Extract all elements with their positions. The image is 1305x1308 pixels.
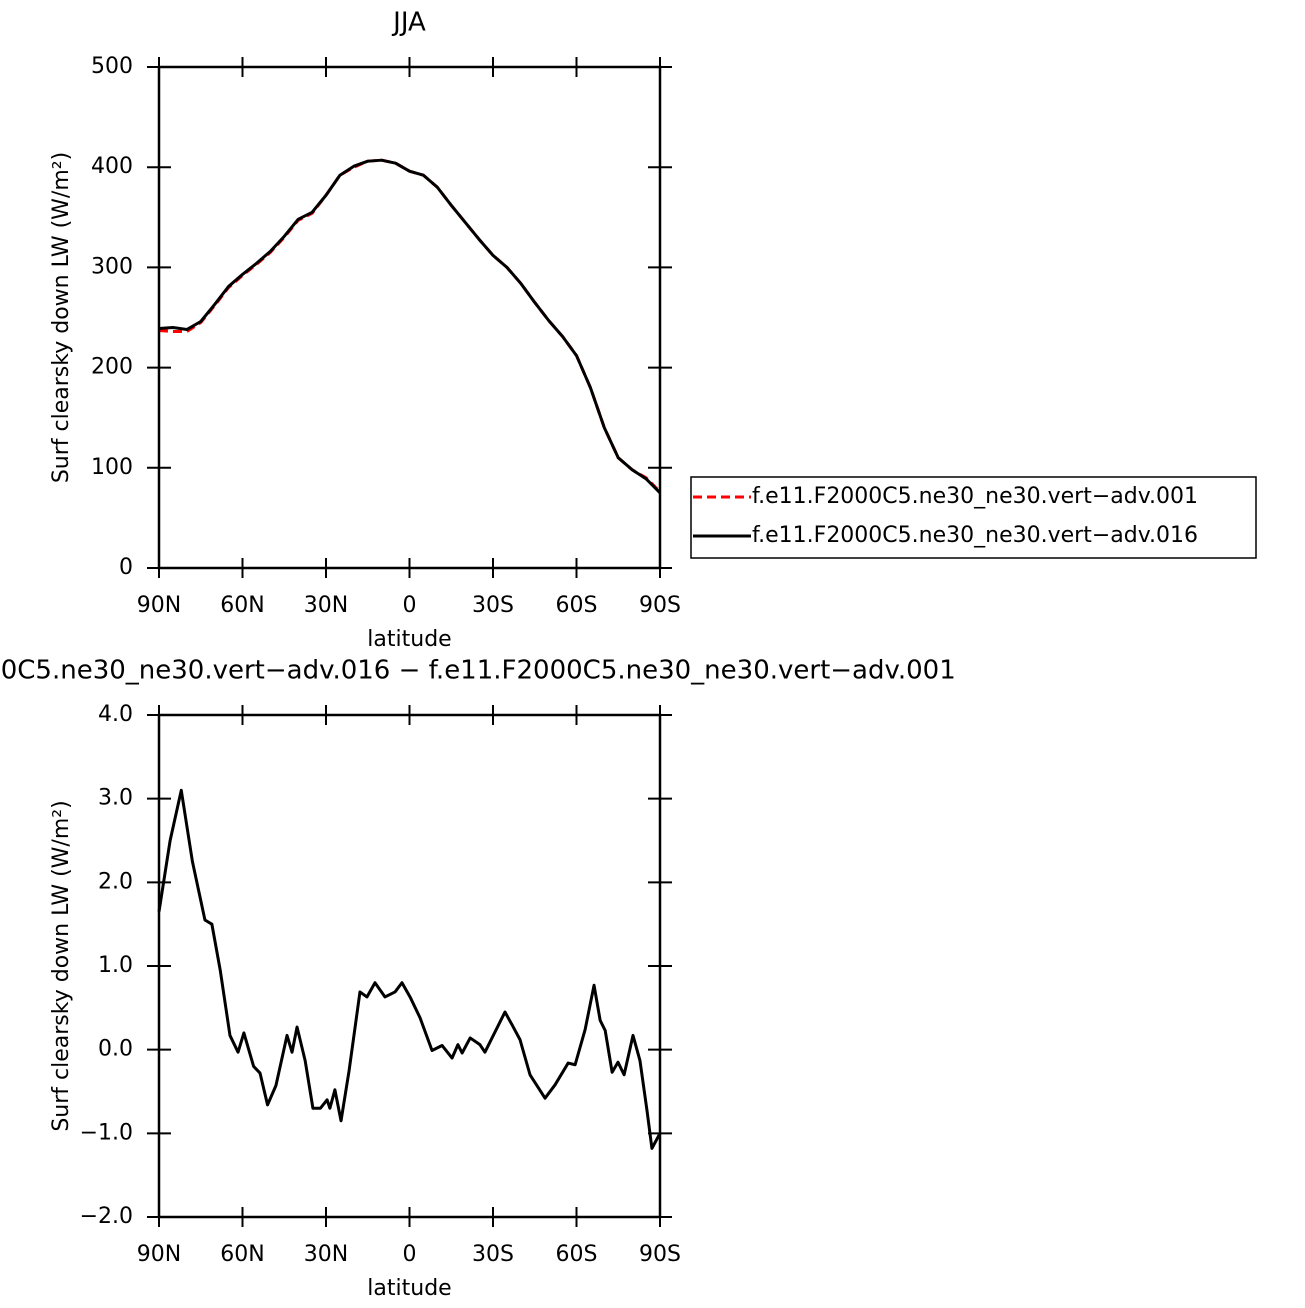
y-tick-label: 1.0 xyxy=(98,953,133,978)
y-tick-label: 0 xyxy=(119,555,133,580)
x-axis-label: latitude xyxy=(367,627,451,652)
data-line xyxy=(158,158,662,493)
x-axis-label: latitude xyxy=(367,1276,451,1301)
x-tick-label: 60N xyxy=(220,1242,264,1267)
x-tick-label: 60S xyxy=(556,593,598,618)
x-tick-label: 30S xyxy=(472,1242,514,1267)
x-tick-label: 30S xyxy=(472,593,514,618)
data-line xyxy=(158,158,662,494)
y-tick-label: −2.0 xyxy=(80,1204,133,1229)
y-tick-label: 500 xyxy=(91,54,133,79)
x-tick-label: 90N xyxy=(137,1242,181,1267)
x-tick-label: 30N xyxy=(304,593,348,618)
x-tick-label: 0 xyxy=(403,1242,417,1267)
y-tick-label: 3.0 xyxy=(98,786,133,811)
y-tick-label: 300 xyxy=(91,254,133,279)
x-tick-label: 0 xyxy=(403,593,417,618)
y-tick-label: 0.0 xyxy=(98,1037,133,1062)
chart-title: JJA xyxy=(391,8,426,38)
y-tick-label: 200 xyxy=(91,355,133,380)
x-tick-label: 60N xyxy=(220,593,264,618)
legend-label: f.e11.F2000C5.ne30_ne30.vert−adv.016 xyxy=(752,523,1198,548)
legend-box xyxy=(690,476,1257,559)
y-axis-label: Surf clearsky down LW (W/m²) xyxy=(49,800,74,1131)
x-tick-label: 90S xyxy=(639,593,681,618)
chart-title: f.e11.F2000C5.ne30_ne30.vert−adv.016 − f… xyxy=(0,656,956,686)
plot-frame xyxy=(157,713,662,1219)
plot-frame xyxy=(157,65,662,570)
x-tick-label: 30N xyxy=(304,1242,348,1267)
x-tick-label: 60S xyxy=(556,1242,598,1267)
y-tick-label: 100 xyxy=(91,455,133,480)
data-line xyxy=(157,788,662,1150)
y-tick-label: 400 xyxy=(91,154,133,179)
x-tick-label: 90S xyxy=(639,1242,681,1267)
y-axis-label: Surf clearsky down LW (W/m²) xyxy=(49,152,74,483)
legend-label: f.e11.F2000C5.ne30_ne30.vert−adv.001 xyxy=(752,484,1198,509)
y-tick-label: −1.0 xyxy=(80,1120,133,1145)
y-tick-label: 4.0 xyxy=(98,702,133,727)
x-tick-label: 90N xyxy=(137,593,181,618)
y-tick-label: 2.0 xyxy=(98,869,133,894)
